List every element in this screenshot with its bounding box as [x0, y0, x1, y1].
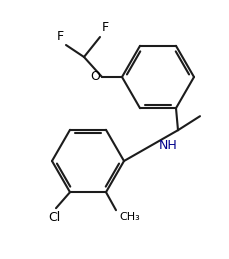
Text: F: F [57, 30, 64, 43]
Text: O: O [90, 69, 100, 83]
Text: Cl: Cl [48, 211, 60, 224]
Text: CH₃: CH₃ [118, 212, 139, 222]
Text: F: F [101, 21, 109, 34]
Text: NH: NH [158, 139, 177, 152]
